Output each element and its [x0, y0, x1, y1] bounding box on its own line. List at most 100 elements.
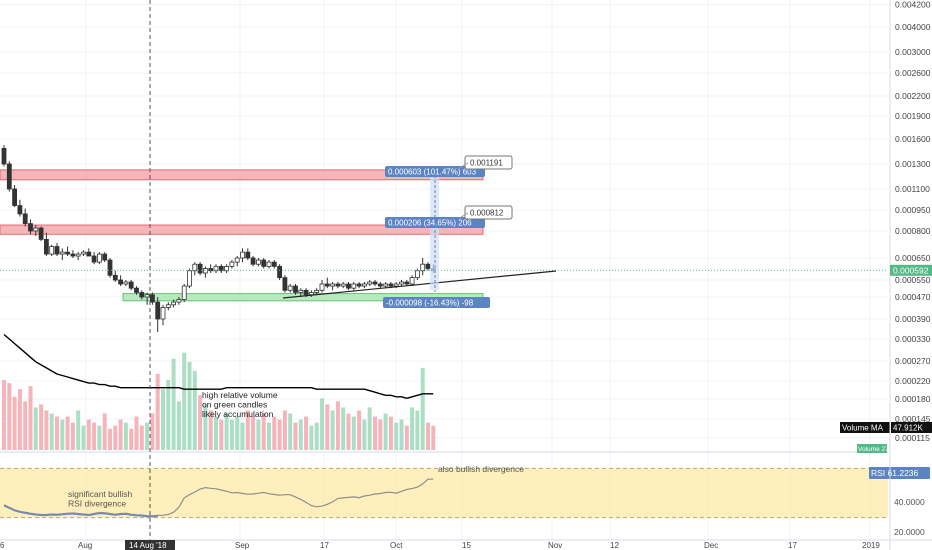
- time-tick-label: 12: [610, 541, 619, 550]
- candle-body: [229, 261, 235, 267]
- volume-bar: [229, 419, 234, 450]
- time-axis[interactable]: 6 Aug 14 Aug '18 Sep 17 Oct 15 Nov 12 Dec 17 2019: [0, 539, 932, 550]
- rsi-pane: 40.0000 20.0000 RSI 61.2236: [0, 467, 930, 537]
- time-tick-label: 15: [462, 541, 471, 550]
- time-tick-label: Oct: [390, 541, 403, 550]
- volume-bar: [129, 428, 134, 450]
- rsi-tick-label: 20.0000: [894, 527, 925, 537]
- volume-bar: [219, 419, 224, 450]
- candle-body: [176, 299, 182, 303]
- candle-body: [75, 253, 81, 257]
- candle-body: [107, 259, 113, 276]
- volume-bar: [282, 410, 287, 450]
- volume-ma-line: [3, 333, 434, 400]
- candle-body: [197, 263, 203, 274]
- volume-bar: [399, 419, 404, 450]
- volume-bar: [166, 380, 171, 450]
- volume-ma-value-tag: [891, 422, 932, 433]
- volume-bar: [267, 422, 271, 450]
- candle-body: [112, 274, 118, 281]
- candle-body: [404, 281, 410, 285]
- candle-body: [181, 285, 187, 300]
- candle-body: [277, 265, 283, 279]
- volume-bar: [139, 425, 144, 450]
- candle-body: [372, 281, 378, 285]
- rsi-band: [0, 468, 888, 518]
- volume-bar: [240, 422, 245, 450]
- measurement-price: 0.001191: [470, 159, 503, 168]
- price-tick-label: 0.000145: [895, 414, 931, 424]
- candle-body: [171, 301, 177, 306]
- price-tick-label: 0.000330: [895, 334, 931, 344]
- candle-body: [367, 281, 373, 285]
- measurement-label: [385, 166, 485, 177]
- candle-body: [425, 263, 431, 269]
- candle-body: [102, 253, 108, 261]
- candle-body: [388, 283, 394, 287]
- candle-body: [303, 289, 309, 296]
- candle-body: [1, 147, 7, 165]
- resistance-zone-2: [0, 224, 484, 235]
- volume-bar: [70, 422, 75, 450]
- candle-body: [17, 205, 23, 215]
- time-tick-label: Nov: [548, 541, 562, 550]
- candle-body: [218, 265, 224, 272]
- candle-body: [70, 253, 76, 257]
- volume-bar: [198, 395, 203, 450]
- candle-body: [399, 281, 404, 285]
- rsi-value-tag: [869, 467, 930, 479]
- volume-annotation: on green candles: [202, 400, 267, 410]
- volume-bar: [108, 428, 112, 450]
- volume-bar: [330, 410, 335, 450]
- candle-body: [123, 281, 129, 285]
- volume-ma-tag: [840, 422, 890, 433]
- candle-body: [33, 227, 39, 232]
- price-tick-label: 0.000115: [895, 433, 930, 443]
- volume-bar: [415, 410, 420, 450]
- price-tick-label: 0.004200: [895, 0, 931, 10]
- time-tick-label: 2019: [862, 541, 880, 550]
- time-tick-label: Sep: [235, 541, 250, 550]
- volume-bar: [49, 413, 54, 450]
- volume-ma-value: 47.912K: [893, 424, 923, 433]
- candle-body: [28, 223, 33, 232]
- price-tick-label: 0.000390: [895, 314, 931, 324]
- price-axis[interactable]: 0.004200 0.004000 0.003000 0.002600 0.002200…: [889, 0, 932, 550]
- price-tick-label: 0.000470: [895, 292, 931, 302]
- volume-bar: [298, 419, 303, 450]
- volume-bar: [277, 419, 282, 450]
- measurement-price: 0.000812: [470, 209, 504, 218]
- volume-bar: [23, 401, 28, 450]
- volume-bar: [272, 416, 277, 450]
- volume-bar: [102, 413, 107, 450]
- price-tick-label: 0.001900: [895, 111, 931, 121]
- volume-bar: [161, 389, 165, 450]
- price-tick-label: 0.000950: [895, 205, 931, 215]
- volume-bar: [251, 416, 256, 450]
- volume-bar: [410, 407, 415, 450]
- current-price-label: 0.000592: [893, 265, 929, 275]
- volume-bar: [113, 425, 118, 450]
- candle-body: [420, 263, 426, 272]
- volume-bar: [92, 422, 97, 450]
- volume-bar: [60, 419, 65, 450]
- volume-bar: [176, 401, 181, 450]
- volume-bar: [426, 422, 430, 450]
- candle-body: [165, 304, 171, 308]
- volume-label: Volume 274: [858, 446, 893, 453]
- candle-body: [128, 281, 134, 289]
- volume-annotation: high relative volume: [202, 390, 278, 400]
- measurement-label: [385, 217, 485, 228]
- volume-bar: [28, 386, 33, 450]
- candle-body: [81, 251, 86, 255]
- volume-bar: [214, 416, 218, 450]
- candle-body: [44, 238, 49, 255]
- time-tick-label: 6: [0, 541, 5, 550]
- candle-body: [149, 294, 155, 303]
- volume-bar: [12, 396, 17, 450]
- volume-bar: [171, 358, 176, 450]
- volume-bar: [367, 407, 372, 450]
- grid: [0, 0, 888, 540]
- measurement-price-box: [464, 205, 513, 220]
